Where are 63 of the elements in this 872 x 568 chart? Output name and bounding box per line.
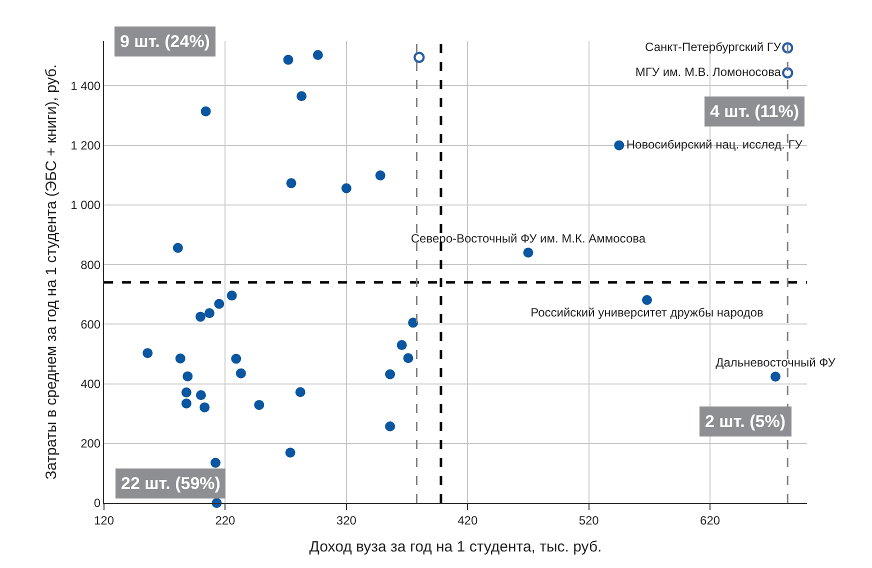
annotation: 22 шт. (59%) (121, 474, 220, 493)
point (283, 54, 294, 65)
y-axis-title: Затраты в среднем за год на 1 студента (ЭБС + книги), руб. (42, 64, 60, 480)
point (236, 368, 246, 378)
data-label: МГУ им. М.В. Ломоносова (635, 64, 782, 79)
x-tick-label: 120 (94, 513, 114, 528)
point (341, 183, 352, 194)
x-tick-label: 420 (458, 513, 478, 528)
data-label: Санкт-Петербургский ГУ (645, 40, 782, 54)
data-label: Дальневосточный ФУ (716, 355, 836, 370)
point (172, 242, 183, 253)
point (375, 170, 386, 180)
x-tick-label: 620 (700, 513, 720, 528)
y-tick-label: 600 (80, 317, 101, 332)
point (200, 106, 211, 116)
y-tick-label: 400 (80, 376, 101, 391)
point (782, 67, 794, 78)
point (254, 400, 264, 410)
data-label: Северо-Восточный ФУ им. М.К. Аммосова (410, 231, 646, 246)
point (142, 348, 153, 358)
data-label: Российский университет дружбы народов (530, 305, 764, 320)
annotation: 4 шт. (11%) (710, 102, 800, 121)
point (231, 354, 242, 364)
y-tick-label: 1 000 (70, 198, 101, 212)
y-tick-label: 200 (80, 436, 101, 451)
point (210, 458, 221, 468)
point (312, 50, 323, 60)
point (782, 42, 794, 54)
point (403, 353, 414, 364)
x-tick-label: 220 (215, 513, 236, 528)
point (182, 371, 193, 382)
point (770, 372, 780, 382)
data-label: Новосибирский нац. исслед. ГУ (626, 137, 803, 152)
point (196, 390, 206, 400)
point (642, 295, 652, 306)
x-tick-label: 520 (578, 513, 600, 528)
y-tick-label: 1 400 (70, 78, 101, 93)
x-tick-label: 320 (336, 513, 357, 528)
point (175, 353, 186, 364)
point (296, 91, 307, 102)
point (195, 312, 206, 322)
point (286, 178, 296, 188)
point (385, 369, 396, 380)
point (614, 140, 624, 150)
point (181, 398, 192, 408)
annotation: 2 шт. (5%) (705, 412, 786, 431)
point (226, 290, 237, 301)
y-tick-label: 0 (94, 496, 101, 510)
point (200, 402, 210, 412)
x-axis-title: Доход вуза за год на 1 студента, тыс. руб. (309, 538, 602, 556)
point (523, 248, 534, 258)
point (214, 298, 224, 309)
point (181, 387, 192, 398)
y-tick-label: 1 200 (70, 138, 101, 153)
annotation: 9 шт. (24%) (120, 32, 210, 51)
point (414, 52, 425, 63)
point (385, 421, 396, 432)
point (295, 387, 306, 398)
point (285, 448, 296, 458)
y-tick-label: 800 (80, 258, 101, 272)
point (396, 340, 407, 350)
point (408, 318, 418, 328)
point (204, 308, 214, 318)
